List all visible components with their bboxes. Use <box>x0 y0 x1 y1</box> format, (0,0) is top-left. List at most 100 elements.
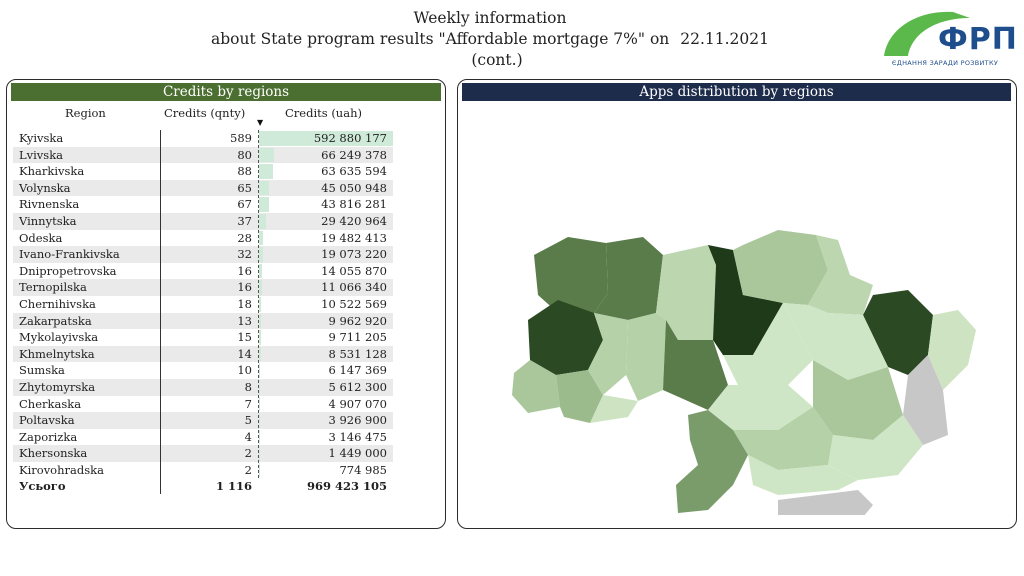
header-line2: about State program results "Affordable … <box>211 30 670 48</box>
data-bar <box>259 379 261 395</box>
credits-qnty: 8 <box>244 379 252 394</box>
credits-qnty: 5 <box>244 413 252 428</box>
credits-uah: 14 055 870 <box>321 263 387 278</box>
region-volynska <box>534 237 608 313</box>
credits-uah: 9 711 205 <box>328 330 387 345</box>
table-row: Dnipropetrovska 16 14 055 870 <box>13 263 393 280</box>
credits-uah: 4 907 070 <box>328 396 387 411</box>
region-name: Zhytomyrska <box>19 379 96 394</box>
data-bar <box>259 413 260 428</box>
data-bar <box>259 131 393 146</box>
region-name: Cherkaska <box>19 396 82 411</box>
credits-qnty: 28 <box>237 230 252 245</box>
credits-uah: 63 635 594 <box>321 164 387 179</box>
region-name: Khmelnytska <box>19 346 95 361</box>
credits-uah: 592 880 177 <box>313 131 387 145</box>
logo-text: ФРП <box>938 22 1018 57</box>
region-donetska <box>903 355 948 445</box>
credits-uah: 43 816 281 <box>321 197 387 212</box>
total-uah-cell: 969 423 105 <box>259 478 393 495</box>
column-header-uah[interactable]: Credits (uah) <box>285 106 362 120</box>
region-khersonska <box>748 455 858 495</box>
region-chernivetska <box>590 395 638 423</box>
region-sumska <box>808 235 873 315</box>
credits-qnty: 18 <box>237 296 252 311</box>
credits-uah: 3 146 475 <box>328 429 387 444</box>
credits-uah-cell: 63 635 594 <box>259 163 393 180</box>
credits-qnty: 67 <box>237 197 252 212</box>
credits-uah: 19 482 413 <box>321 230 387 245</box>
region-zaporizka <box>828 415 923 480</box>
credits-uah: 8 531 128 <box>328 346 387 361</box>
region-kyivska <box>708 245 783 355</box>
credits-qnty: 13 <box>237 313 252 328</box>
data-bar <box>259 313 262 329</box>
total-uah: 969 423 105 <box>306 479 387 494</box>
region-chernihivska <box>733 230 828 305</box>
region-zakarpatska <box>512 360 560 413</box>
credits-uah-cell: 5 612 300 <box>259 379 393 396</box>
table-row: Ternopilska 16 11 066 340 <box>13 279 393 296</box>
table-row: Kharkivska 88 63 635 594 <box>13 163 393 180</box>
credits-uah-cell: 43 816 281 <box>259 196 393 213</box>
table-row: Vinnytska 37 29 420 964 <box>13 212 393 230</box>
total-label: Усього <box>19 479 66 494</box>
column-header-qnty[interactable]: Credits (qnty) <box>164 106 246 120</box>
credits-qnty: 7 <box>244 396 252 411</box>
credits-uah: 9 962 920 <box>328 313 387 328</box>
credits-qnty: 589 <box>230 131 252 145</box>
credits-qnty: 4 <box>244 429 252 444</box>
table-row: Kyivska 589 592 880 177 <box>13 130 393 147</box>
region-ternopilska <box>588 313 628 395</box>
credits-uah-cell: 29 420 964 <box>259 213 393 230</box>
table-row: Sumska 10 6 147 369 <box>13 362 393 379</box>
column-header-region[interactable]: Region <box>65 106 106 120</box>
credits-qnty: 10 <box>237 363 252 378</box>
credits-qnty: 15 <box>237 330 252 345</box>
credits-qnty: 88 <box>237 164 252 179</box>
region-name: Kharkivska <box>19 164 85 179</box>
region-name: Sumska <box>19 363 65 378</box>
apps-panel-title: Apps distribution by regions <box>462 83 1011 101</box>
header-date: 22.11.2021 <box>680 30 769 48</box>
sort-desc-icon[interactable]: ▼ <box>257 118 264 127</box>
region-mykolayivska <box>733 407 833 470</box>
region-lvivska <box>528 300 603 375</box>
credits-uah-cell: 3 926 900 <box>259 412 393 429</box>
region-name: Odeska <box>19 230 63 245</box>
region-name: Chernihivska <box>19 296 96 311</box>
region-kharkivska <box>863 290 933 375</box>
data-bar <box>259 263 263 279</box>
table-row: Khersonska 2 1 449 000 <box>13 445 393 462</box>
region-crimea <box>778 490 873 515</box>
credits-uah: 11 066 340 <box>321 280 387 295</box>
region-name: Kyivska <box>19 131 64 145</box>
region-name: Mykolayivska <box>19 330 99 345</box>
credits-uah-cell: 19 482 413 <box>259 230 393 247</box>
credits-qnty: 16 <box>237 280 252 295</box>
total-qnty: 1 116 <box>215 479 252 494</box>
region-name: Lvivska <box>19 147 64 162</box>
credits-uah-cell: 8 531 128 <box>259 346 393 363</box>
table-row: Rivnenska 67 43 816 281 <box>13 196 393 213</box>
credits-uah: 66 249 378 <box>321 147 387 162</box>
table-row: Lvivska 80 66 249 378 <box>13 146 393 164</box>
credits-uah: 10 522 569 <box>321 296 387 311</box>
region-odeska <box>676 410 748 513</box>
credits-uah-cell: 774 985 <box>259 462 393 479</box>
data-bar <box>259 280 262 295</box>
region-dnipropetrovska <box>813 360 903 440</box>
data-bar <box>259 396 261 412</box>
credits-qnty: 14 <box>237 346 252 361</box>
region-zhytomyrska <box>656 245 716 340</box>
table-row: Zakarpatska 13 9 962 920 <box>13 312 393 330</box>
region-ivano-frankivska <box>556 370 603 423</box>
data-bar <box>259 180 270 196</box>
credits-uah: 45 050 948 <box>321 180 387 195</box>
table-row: Poltavska 5 3 926 900 <box>13 412 393 429</box>
ukraine-regions-map <box>512 230 976 515</box>
data-bar <box>259 363 261 378</box>
data-bar <box>259 164 274 179</box>
data-bar <box>259 147 274 163</box>
data-bar <box>259 213 266 229</box>
